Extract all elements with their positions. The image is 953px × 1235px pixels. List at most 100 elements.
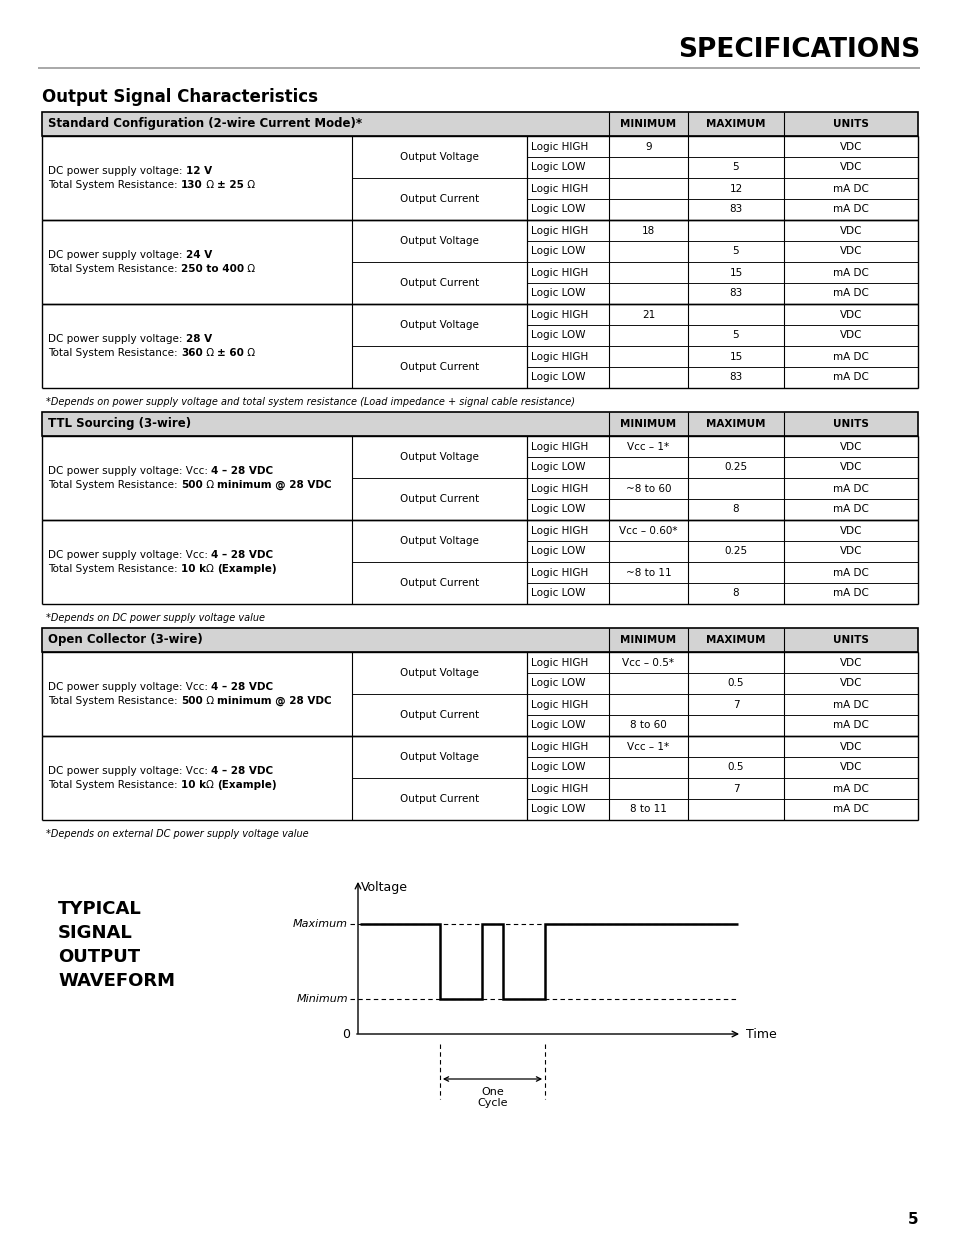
Text: minimum @ 28 VDC: minimum @ 28 VDC: [216, 695, 332, 706]
Text: ± 25: ± 25: [216, 180, 244, 190]
Text: 0: 0: [341, 1029, 350, 1041]
Text: 5: 5: [732, 163, 739, 173]
Text: Logic HIGH: Logic HIGH: [531, 142, 588, 152]
Text: Output Voltage: Output Voltage: [399, 152, 478, 162]
Text: 0.25: 0.25: [723, 462, 747, 473]
Text: MINIMUM: MINIMUM: [619, 419, 676, 429]
Text: Output Signal Characteristics: Output Signal Characteristics: [42, 88, 317, 106]
Text: Standard Configuration (2-wire Current Mode)*: Standard Configuration (2-wire Current M…: [48, 117, 362, 131]
Text: mA DC: mA DC: [832, 184, 868, 194]
Text: ± 60: ± 60: [216, 348, 244, 358]
Text: 360: 360: [181, 348, 202, 358]
Text: Cycle: Cycle: [476, 1098, 507, 1108]
Text: Total System Resistance:: Total System Resistance:: [48, 480, 181, 490]
Text: Total System Resistance:: Total System Resistance:: [48, 697, 181, 706]
Text: Logic HIGH: Logic HIGH: [531, 783, 588, 794]
Text: 12 V: 12 V: [186, 165, 212, 177]
Text: Logic LOW: Logic LOW: [531, 163, 585, 173]
Text: VDC: VDC: [839, 526, 862, 536]
Text: Logic LOW: Logic LOW: [531, 678, 585, 688]
Text: Logic LOW: Logic LOW: [531, 505, 585, 515]
Text: 5: 5: [906, 1213, 917, 1228]
Text: Time: Time: [745, 1028, 776, 1041]
Text: MAXIMUM: MAXIMUM: [705, 635, 765, 645]
Text: VDC: VDC: [839, 547, 862, 557]
Text: TTL Sourcing (3-wire): TTL Sourcing (3-wire): [48, 417, 191, 431]
Text: Logic HIGH: Logic HIGH: [531, 483, 588, 494]
Text: Maximum: Maximum: [293, 919, 348, 929]
Text: 9: 9: [644, 142, 651, 152]
Text: mA DC: mA DC: [832, 720, 868, 730]
Text: Ω: Ω: [206, 781, 217, 790]
Text: 24 V: 24 V: [186, 249, 212, 261]
Text: SIGNAL: SIGNAL: [58, 924, 132, 942]
Text: 83: 83: [729, 289, 741, 299]
Text: mA DC: mA DC: [832, 483, 868, 494]
Text: DC power supply voltage: Vcc:: DC power supply voltage: Vcc:: [48, 466, 211, 475]
Text: 83: 83: [729, 205, 741, 215]
Text: Logic HIGH: Logic HIGH: [531, 310, 588, 320]
Text: MINIMUM: MINIMUM: [619, 635, 676, 645]
Text: 4 – 28 VDC: 4 – 28 VDC: [211, 550, 274, 559]
Text: VDC: VDC: [839, 226, 862, 236]
Text: *Depends on power supply voltage and total system resistance (Load impedance + s: *Depends on power supply voltage and tot…: [46, 396, 575, 408]
Text: Total System Resistance:: Total System Resistance:: [48, 264, 181, 274]
Text: 0.5: 0.5: [727, 762, 743, 773]
Text: VDC: VDC: [839, 678, 862, 688]
Text: Voltage: Voltage: [360, 881, 408, 893]
Text: DC power supply voltage: Vcc:: DC power supply voltage: Vcc:: [48, 766, 211, 776]
Text: VDC: VDC: [839, 657, 862, 667]
Text: Logic LOW: Logic LOW: [531, 547, 585, 557]
Text: ~8 to 60: ~8 to 60: [625, 483, 671, 494]
Text: VDC: VDC: [839, 462, 862, 473]
Text: 21: 21: [641, 310, 655, 320]
Text: VDC: VDC: [839, 762, 862, 773]
Text: Ω: Ω: [244, 348, 254, 358]
Text: mA DC: mA DC: [832, 783, 868, 794]
Text: Logic HIGH: Logic HIGH: [531, 184, 588, 194]
Text: Open Collector (3-wire): Open Collector (3-wire): [48, 634, 203, 646]
Text: UNITS: UNITS: [832, 635, 868, 645]
Text: Logic LOW: Logic LOW: [531, 462, 585, 473]
Text: 12: 12: [729, 184, 741, 194]
Text: Output Current: Output Current: [399, 794, 478, 804]
Text: Logic LOW: Logic LOW: [531, 247, 585, 257]
Text: MAXIMUM: MAXIMUM: [705, 419, 765, 429]
Bar: [42, 412, 917, 436]
Text: Logic HIGH: Logic HIGH: [531, 226, 588, 236]
Text: DC power supply voltage:: DC power supply voltage:: [48, 165, 186, 177]
Text: Logic HIGH: Logic HIGH: [531, 441, 588, 452]
Text: 0.5: 0.5: [727, 678, 743, 688]
Text: 4 – 28 VDC: 4 – 28 VDC: [211, 466, 274, 475]
Text: DC power supply voltage:: DC power supply voltage:: [48, 333, 186, 345]
Text: VDC: VDC: [839, 142, 862, 152]
Text: 8 to 11: 8 to 11: [629, 804, 666, 815]
Text: 10 k: 10 k: [181, 564, 206, 574]
Text: Total System Resistance:: Total System Resistance:: [48, 348, 181, 358]
Text: ~8 to 11: ~8 to 11: [625, 568, 671, 578]
Text: Ω: Ω: [202, 480, 216, 490]
Text: Output Voltage: Output Voltage: [399, 236, 478, 246]
Text: 130: 130: [181, 180, 202, 190]
Text: MAXIMUM: MAXIMUM: [705, 119, 765, 128]
Text: Total System Resistance:: Total System Resistance:: [48, 564, 181, 574]
Text: 83: 83: [729, 373, 741, 383]
Text: 5: 5: [732, 247, 739, 257]
Text: Logic HIGH: Logic HIGH: [531, 268, 588, 278]
Text: Output Voltage: Output Voltage: [399, 452, 478, 462]
Text: 500: 500: [181, 697, 202, 706]
Text: Output Voltage: Output Voltage: [399, 320, 478, 330]
Text: 7: 7: [732, 783, 739, 794]
Text: 0.25: 0.25: [723, 547, 747, 557]
Text: DC power supply voltage:: DC power supply voltage:: [48, 249, 186, 261]
Text: Ω: Ω: [244, 180, 254, 190]
Text: Ω: Ω: [202, 348, 216, 358]
Text: *Depends on external DC power supply voltage value: *Depends on external DC power supply vol…: [46, 829, 309, 839]
Text: mA DC: mA DC: [832, 373, 868, 383]
Text: mA DC: mA DC: [832, 804, 868, 815]
Text: 8 to 60: 8 to 60: [630, 720, 666, 730]
Text: Total System Resistance:: Total System Resistance:: [48, 781, 181, 790]
Text: Logic HIGH: Logic HIGH: [531, 568, 588, 578]
Text: 4 – 28 VDC: 4 – 28 VDC: [211, 682, 274, 692]
Text: 8: 8: [732, 505, 739, 515]
